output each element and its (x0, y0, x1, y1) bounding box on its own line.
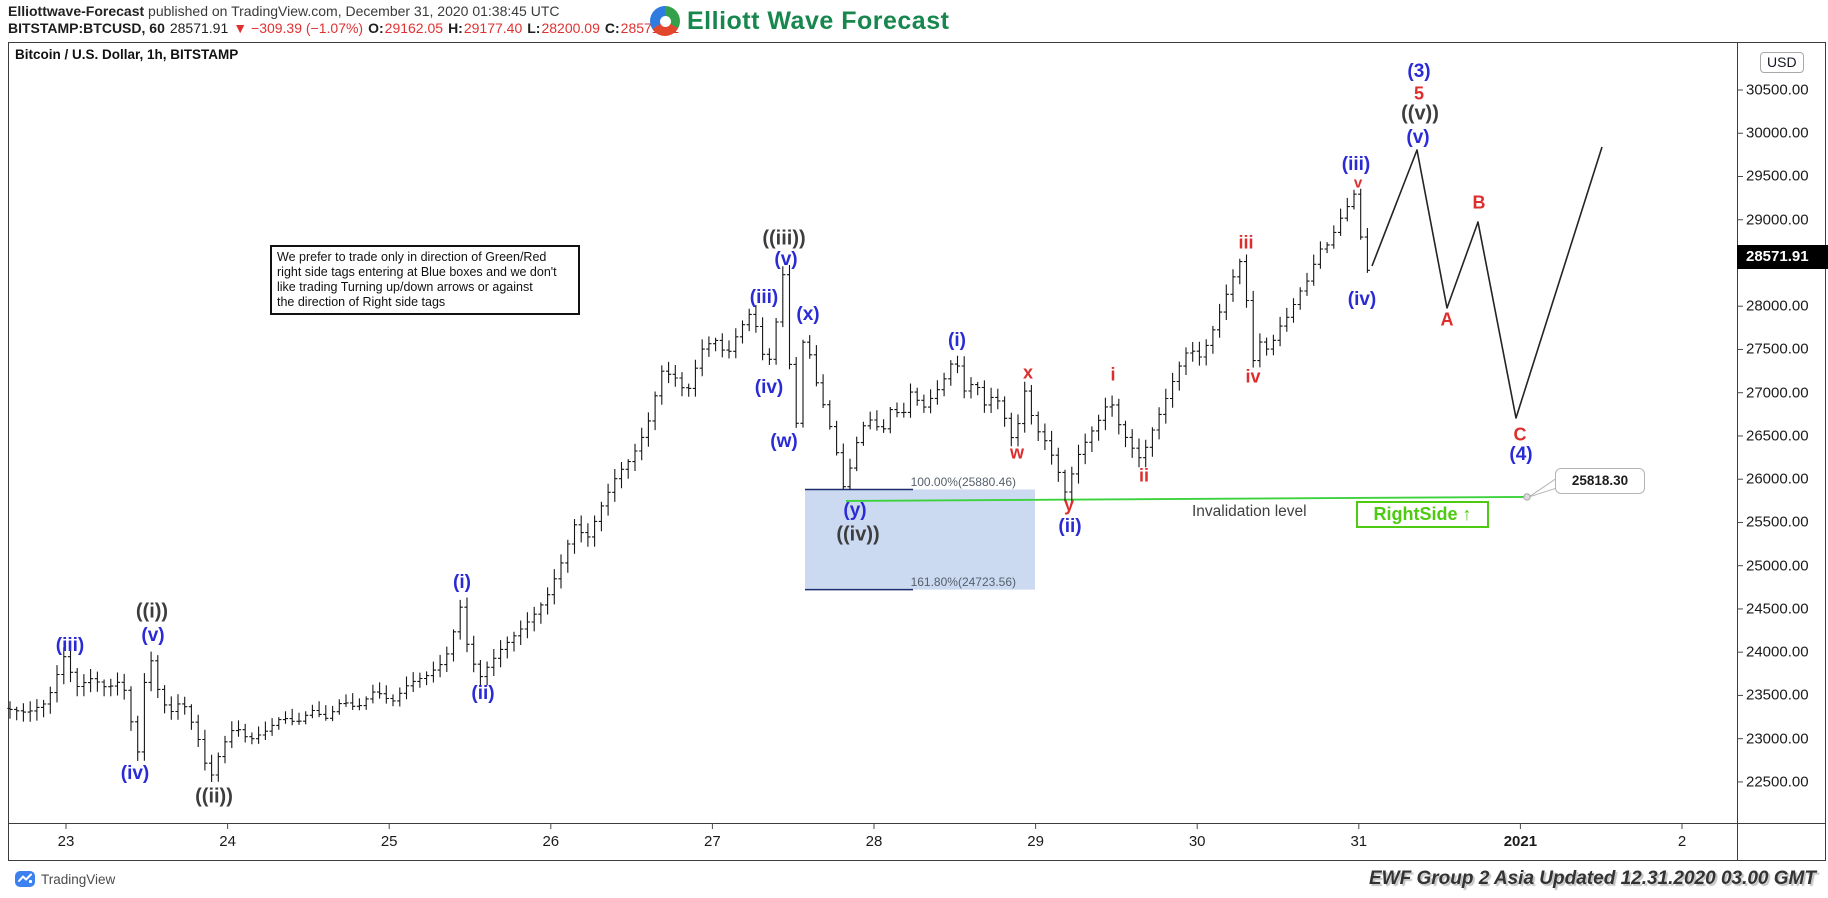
price-axis-label: 28000.00 (1746, 297, 1809, 315)
price-axis-label: 30500.00 (1746, 81, 1809, 99)
invalidation-line[interactable] (845, 496, 1528, 502)
date-axis-label: 2021 (1503, 833, 1538, 850)
price-axis-label: 24000.00 (1746, 643, 1809, 661)
date-axis-label: 31 (1350, 833, 1368, 850)
symbol-ohlc-row: BITSTAMP:BTCUSD, 60 28571.91 ▼ −309.39 (−1… (8, 20, 684, 36)
price-axis-label: 26000.00 (1746, 470, 1809, 488)
frame-bottom (8, 860, 1826, 861)
frame-left (8, 42, 9, 861)
close-label: C: (604, 20, 620, 36)
high-label: H: (448, 20, 463, 36)
axis-divider-vertical[interactable] (1737, 42, 1738, 861)
price-axis-label: 25000.00 (1746, 557, 1809, 575)
byline-text: published on TradingView.com, December 3… (144, 3, 560, 19)
price-axis-label: 25500.00 (1746, 513, 1809, 531)
price-axis-label: 29000.00 (1746, 211, 1809, 229)
date-axis-label: 30 (1188, 833, 1206, 850)
date-axis-label: 28 (865, 833, 883, 850)
low-label: L: (527, 20, 541, 36)
date-axis-label: 25 (380, 833, 398, 850)
ewf-update-note: EWF Group 2 Asia Updated 12.31.2020 03.0… (1368, 868, 1816, 889)
price-axis-label: 29500.00 (1746, 167, 1809, 185)
price-axis-label: 23000.00 (1746, 730, 1809, 748)
author-name: Elliottwave-Forecast (8, 3, 145, 19)
line-endpoint-handle[interactable] (1523, 493, 1531, 501)
invalidation-label: Invalidation level (1192, 503, 1307, 520)
frame-right (1825, 42, 1826, 861)
invalidation-price-callout: 25818.30 (1555, 468, 1645, 494)
ohlc-bars (7, 188, 1370, 782)
low-value: 28200.09 (541, 20, 600, 36)
ewf-brand-text: Elliott Wave Forecast (687, 6, 950, 35)
price-axis-label: 22500.00 (1746, 773, 1809, 791)
ewf-logo-icon (650, 6, 680, 36)
tradingview-logo-icon (15, 871, 35, 887)
price-axis-label: 24500.00 (1746, 600, 1809, 618)
date-axis-label: 24 (219, 833, 236, 850)
date-axis-label: 26 (542, 833, 560, 850)
date-axis-label: 29 (1027, 833, 1044, 850)
blue-box (805, 489, 1035, 590)
price-axis-label: 26500.00 (1746, 427, 1809, 445)
tradingview-footer[interactable]: TradingView (15, 869, 115, 889)
price-axis-label: 30000.00 (1746, 124, 1809, 142)
last-price-tag: 28571.91 (1737, 244, 1828, 269)
trade-note-box: We prefer to trade only in direction of … (270, 245, 580, 315)
date-axis-label: 2 (1677, 833, 1687, 850)
symbol-label: BITSTAMP:BTCUSD, 60 (8, 20, 165, 36)
tradingview-footer-text: TradingView (41, 871, 116, 887)
callout-pointer (1528, 476, 1558, 498)
projection-path (1371, 146, 1603, 419)
date-axis-label: 23 (57, 833, 75, 850)
high-value: 29177.40 (463, 20, 523, 36)
price-axis-label: 23500.00 (1746, 686, 1809, 704)
price-axis-label: 27000.00 (1746, 384, 1809, 402)
publish-byline: Elliottwave-Forecast published on Tradin… (8, 3, 559, 19)
last-price: 28571.91 (169, 20, 229, 36)
open-value: 29162.05 (384, 20, 444, 36)
chart-title: Bitcoin / U.S. Dollar, 1h, BITSTAMP (15, 47, 239, 62)
date-axis-label: 27 (704, 833, 721, 850)
open-label: O: (368, 20, 384, 36)
rightside-tag: RightSide ↑ (1356, 501, 1489, 528)
axis-divider-horizontal[interactable] (8, 823, 1826, 824)
currency-button[interactable]: USD (1760, 52, 1804, 73)
frame-top (8, 42, 1826, 43)
price-axis-label: 27500.00 (1746, 340, 1809, 358)
price-change: ▼ −309.39 (−1.07%) (233, 20, 364, 36)
ewf-brand: Elliott Wave Forecast (650, 6, 949, 36)
